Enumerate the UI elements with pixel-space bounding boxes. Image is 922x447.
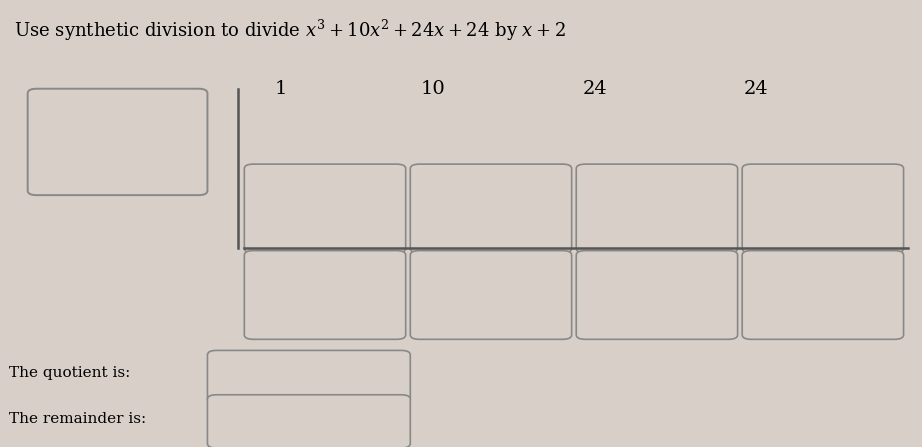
- FancyBboxPatch shape: [742, 164, 904, 253]
- Text: Use synthetic division to divide $x^3 + 10x^2 + 24x + 24$ by $x + 2$: Use synthetic division to divide $x^3 + …: [14, 18, 565, 43]
- FancyBboxPatch shape: [244, 251, 406, 339]
- FancyBboxPatch shape: [207, 395, 410, 447]
- FancyBboxPatch shape: [742, 251, 904, 339]
- FancyBboxPatch shape: [576, 164, 738, 253]
- FancyBboxPatch shape: [410, 164, 572, 253]
- FancyBboxPatch shape: [207, 350, 410, 404]
- FancyBboxPatch shape: [576, 251, 738, 339]
- Text: 24: 24: [583, 80, 607, 98]
- Text: The quotient is:: The quotient is:: [9, 366, 131, 380]
- Text: The remainder is:: The remainder is:: [9, 412, 147, 426]
- FancyBboxPatch shape: [410, 251, 572, 339]
- Text: 24: 24: [744, 80, 768, 98]
- Text: 1: 1: [275, 80, 288, 98]
- FancyBboxPatch shape: [28, 89, 207, 195]
- FancyBboxPatch shape: [244, 164, 406, 253]
- Text: 10: 10: [421, 80, 445, 98]
